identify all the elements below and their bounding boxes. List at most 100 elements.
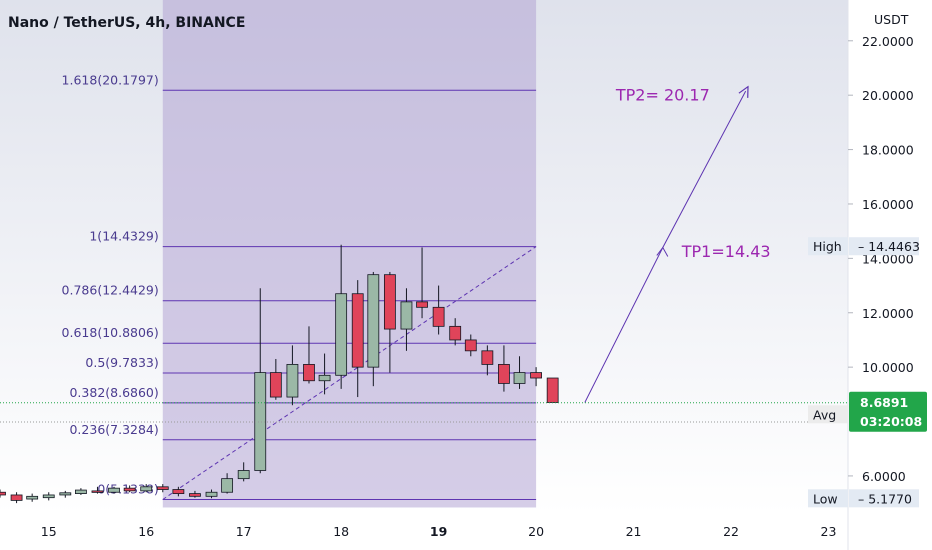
candle-13 [205, 489, 218, 499]
current-price-tag: 8.6891 03:20:08 [849, 391, 927, 432]
fib-label-4: 0.618(10.8806) [62, 325, 159, 340]
y-tick-6: 20.0000 [862, 88, 914, 103]
candle-2 [26, 493, 39, 502]
fib-trend-line [162, 246, 537, 500]
y-tick-7: 22.0000 [862, 34, 914, 49]
x-tick-19: 19 [430, 524, 447, 539]
low-label: Low [813, 491, 838, 506]
candle-32 [513, 356, 526, 389]
candle-body-16 [254, 372, 267, 471]
fib-retracement-zone [162, 0, 537, 508]
candle-body-21 [335, 293, 348, 376]
candle-body-17 [269, 372, 282, 398]
candle-body-9 [140, 486, 153, 492]
candle-body-34 [546, 377, 559, 403]
candle-body-14 [221, 478, 234, 493]
candle-31 [498, 345, 510, 392]
high-label: High [813, 239, 842, 254]
candle-34 [546, 377, 559, 403]
candle-body-6 [91, 490, 104, 493]
candle-body-25 [400, 301, 413, 330]
candle-body-7 [108, 487, 120, 493]
candle-9 [140, 484, 153, 493]
candle-6 [91, 486, 104, 494]
candle-16 [254, 288, 267, 474]
avg-label-box [808, 405, 848, 424]
candle-23 [367, 271, 380, 387]
y-tick-2: 12.0000 [862, 306, 914, 321]
candle-4 [59, 490, 72, 498]
candle-body-15 [237, 470, 250, 480]
candle-body-10 [156, 486, 169, 490]
candle-body-27 [432, 306, 445, 327]
low-label-box [808, 489, 848, 508]
candle-body-8 [123, 487, 136, 492]
candle-body-30 [481, 350, 494, 365]
candle-body-24 [383, 274, 396, 330]
candle-body-12 [189, 493, 201, 497]
candle-body-26 [416, 301, 428, 308]
candle-10 [156, 484, 169, 493]
current-price-box [849, 391, 927, 432]
high-value: – 14.4463 [858, 239, 920, 254]
fib-label-6: 1(14.4329) [89, 229, 158, 244]
x-tick-17: 17 [236, 524, 252, 539]
fib-label-2: 0.382(8.6860) [69, 385, 158, 400]
candle-body-18 [286, 364, 299, 398]
candle-28 [449, 318, 462, 346]
price-axis-panel [849, 0, 932, 550]
candle-body-1 [10, 494, 23, 501]
candle-body-11 [172, 489, 185, 495]
candle-22 [351, 280, 364, 398]
projection-mid-arrow [656, 246, 669, 257]
candle-12 [189, 490, 201, 498]
candle-8 [123, 485, 136, 493]
candle-body-13 [205, 491, 218, 497]
fib-label-3: 0.5(9.7833) [85, 355, 158, 370]
candle-body-23 [367, 274, 380, 368]
low-value-box [849, 489, 919, 508]
candle-21 [335, 244, 348, 389]
fib-label-1: 0.236(7.3284) [69, 422, 158, 437]
candle-7 [108, 486, 120, 494]
candle-19 [303, 326, 315, 384]
candle-30 [481, 345, 494, 376]
low-value: – 5.1770 [858, 491, 912, 506]
candle-24 [383, 271, 396, 373]
candle-25 [400, 288, 413, 351]
candle-body-5 [75, 489, 87, 495]
candle-body-22 [351, 293, 364, 368]
x-tick-20: 20 [528, 524, 544, 539]
candle-27 [432, 285, 445, 335]
candle-11 [172, 486, 185, 497]
candle-29 [464, 334, 477, 357]
candle-body-4 [59, 492, 72, 496]
candle-5 [75, 488, 87, 495]
y-tick-1: 10.0000 [862, 360, 914, 375]
x-tick-23: 23 [821, 524, 837, 539]
candle-33 [530, 367, 542, 387]
fib-label-5: 0.786(12.4429) [62, 283, 159, 298]
candle-body-0 [0, 491, 6, 496]
candle-body-28 [449, 325, 462, 341]
high-label-box [808, 237, 848, 256]
candle-17 [269, 358, 282, 400]
avg-label: Avg [813, 407, 836, 422]
candle-1 [10, 492, 23, 504]
high-price-tag: High – 14.4463 [808, 237, 920, 256]
time-axis-panel [0, 514, 848, 550]
tp-annotation-2: TP1=14.43 [681, 242, 771, 261]
x-tick-21: 21 [626, 524, 642, 539]
candle-body-20 [318, 374, 331, 382]
candle-3 [42, 492, 55, 501]
candle-20 [318, 353, 331, 395]
candle-18 [286, 345, 299, 406]
candle-body-33 [530, 372, 542, 379]
x-tick-18: 18 [333, 524, 349, 539]
candle-0 [0, 489, 6, 498]
high-value-box [849, 237, 919, 256]
y-tick-4: 16.0000 [862, 197, 914, 212]
x-tick-22: 22 [723, 524, 739, 539]
